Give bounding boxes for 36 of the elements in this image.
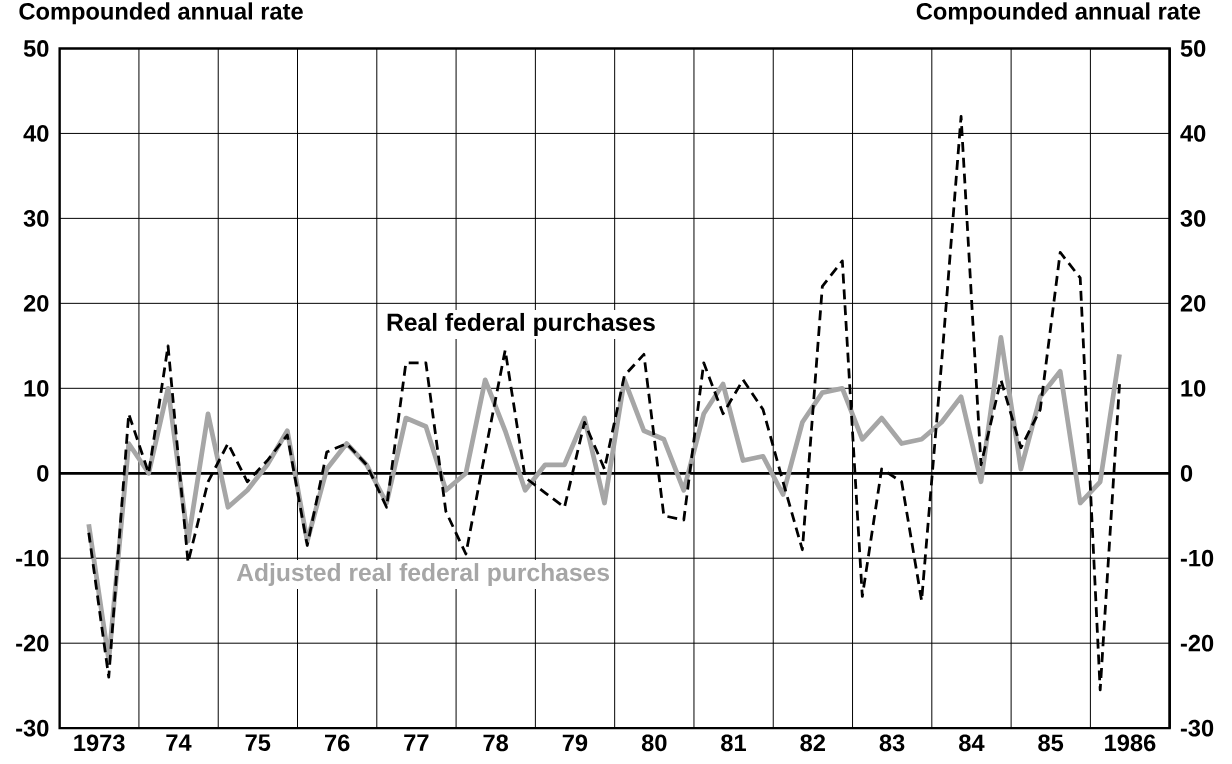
x-tick-label: 1986 bbox=[1105, 734, 1156, 752]
x-tick-label: 81 bbox=[721, 734, 746, 752]
x-tick-label: 80 bbox=[641, 734, 667, 752]
y-axis-title: Compounded annual rate bbox=[19, 2, 303, 25]
x-tick-label: 74 bbox=[166, 734, 192, 751]
y2-tick-label: 40 bbox=[1180, 125, 1206, 142]
y-tick-label: -30 bbox=[16, 719, 49, 737]
text: Adjusted real federal purchases bbox=[236, 563, 610, 587]
y2-tick-label: -20 bbox=[1180, 634, 1214, 652]
x-tick-label: 77 bbox=[404, 734, 429, 751]
y2-tick-label: 10 bbox=[1181, 380, 1206, 397]
y2-tick-label: 0 bbox=[1180, 465, 1193, 482]
y-tick-label: 50 bbox=[23, 40, 49, 57]
y2-tick-label: 30 bbox=[1180, 210, 1206, 227]
x-tick-label: 82 bbox=[800, 734, 825, 752]
x-tick-label: 84 bbox=[959, 734, 985, 752]
x-tick-label: 85 bbox=[1038, 734, 1064, 752]
y-tick-label: -20 bbox=[16, 634, 49, 652]
x-tick-label: 1973 bbox=[74, 734, 125, 752]
y-tick-label: 20 bbox=[23, 295, 49, 312]
y-tick-label: 10 bbox=[24, 380, 49, 397]
y-tick-label: 30 bbox=[23, 210, 49, 227]
y-tick-label: -10 bbox=[16, 549, 49, 567]
y-tick-label: 0 bbox=[37, 465, 49, 482]
y-tick-label: 40 bbox=[23, 125, 49, 142]
series-label: Real federal purchases bbox=[387, 313, 655, 337]
y2-tick-label: -30 bbox=[1180, 719, 1214, 737]
x-tick-label: 75 bbox=[245, 734, 271, 752]
x-tick-label: 79 bbox=[562, 734, 588, 752]
y2-tick-label: 20 bbox=[1180, 295, 1206, 312]
y2-tick-label: 50 bbox=[1180, 40, 1206, 57]
y2-tick-label: -10 bbox=[1180, 549, 1214, 567]
x-tick-label: 76 bbox=[325, 734, 350, 752]
x-tick-label: 78 bbox=[483, 734, 509, 752]
y2-axis-title: Compounded annual rate bbox=[916, 2, 1201, 25]
x-tick-label: 83 bbox=[879, 734, 905, 752]
